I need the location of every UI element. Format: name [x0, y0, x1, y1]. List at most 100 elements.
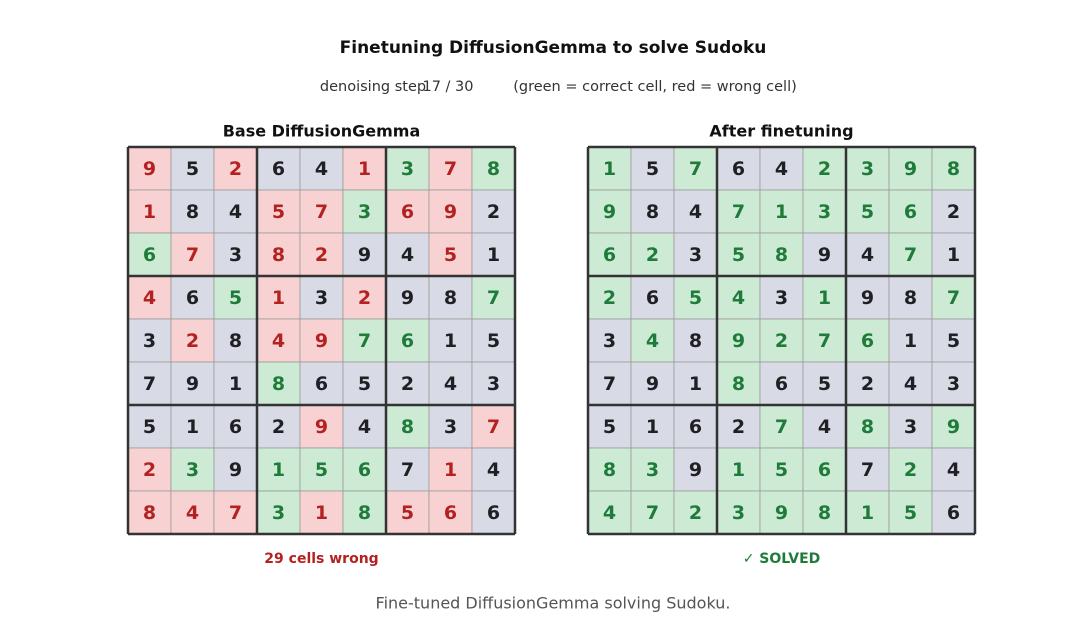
- cell: [385, 404, 430, 449]
- cell: [170, 490, 215, 535]
- cell: [888, 275, 933, 320]
- cell-digit: 9: [732, 330, 745, 352]
- cell-digit: 8: [401, 416, 414, 438]
- cell-digit: 8: [904, 287, 917, 309]
- cell-digit: 9: [358, 244, 371, 266]
- cell-digit: 2: [603, 287, 616, 309]
- cell-digit: 8: [646, 201, 659, 223]
- cell-digit: 8: [272, 373, 285, 395]
- cell: [127, 189, 172, 234]
- cell-digit: 2: [947, 201, 960, 223]
- cell-digit: 5: [603, 416, 616, 438]
- cell: [299, 490, 344, 535]
- cell-digit: 5: [818, 373, 831, 395]
- cell-digit: 2: [143, 459, 156, 481]
- cell: [385, 318, 430, 363]
- cell-digit: 2: [315, 244, 328, 266]
- cell-digit: 2: [401, 373, 414, 395]
- cell-digit: 6: [272, 158, 285, 180]
- cell: [673, 447, 718, 492]
- cell-digit: 3: [818, 201, 831, 223]
- cell-digit: 3: [272, 502, 285, 524]
- cell-digit: 1: [732, 459, 745, 481]
- cell: [716, 189, 761, 234]
- cell: [931, 318, 976, 363]
- cell-digit: 5: [186, 158, 199, 180]
- cell: [471, 275, 516, 320]
- cell: [630, 447, 675, 492]
- cell-digit: 7: [861, 459, 874, 481]
- cell-digit: 1: [358, 158, 371, 180]
- cell-digit: 1: [904, 330, 917, 352]
- cell-digit: 2: [358, 287, 371, 309]
- cell-digit: 7: [646, 502, 659, 524]
- cell: [428, 189, 473, 234]
- cell: [802, 232, 847, 277]
- cell-digit: 7: [603, 373, 616, 395]
- cell-digit: 7: [358, 330, 371, 352]
- cell-digit: 4: [444, 373, 457, 395]
- cell-digit: 3: [401, 158, 414, 180]
- cell: [428, 146, 473, 191]
- cell-digit: 5: [947, 330, 960, 352]
- cell-digit: 2: [818, 158, 831, 180]
- cell: [471, 490, 516, 535]
- cell-digit: 3: [904, 416, 917, 438]
- cell-digit: 4: [603, 502, 616, 524]
- cell: [888, 146, 933, 191]
- cell-digit: 5: [401, 502, 414, 524]
- cell: [931, 361, 976, 406]
- cell-digit: 1: [444, 330, 457, 352]
- cell-digit: 1: [272, 459, 285, 481]
- cell-digit: 2: [186, 330, 199, 352]
- cell-digit: 5: [732, 244, 745, 266]
- cell: [213, 490, 258, 535]
- cell-digit: 3: [775, 287, 788, 309]
- cell-digit: 4: [186, 502, 199, 524]
- cell-digit: 8: [861, 416, 874, 438]
- cell: [127, 404, 172, 449]
- cell: [213, 318, 258, 363]
- cell: [802, 361, 847, 406]
- cell-digit: 9: [947, 416, 960, 438]
- cell-digit: 6: [947, 502, 960, 524]
- cell: [127, 232, 172, 277]
- cell-digit: 3: [732, 502, 745, 524]
- cell-digit: 5: [358, 373, 371, 395]
- cell: [673, 146, 718, 191]
- cell-digit: 7: [818, 330, 831, 352]
- cell-digit: 9: [603, 201, 616, 223]
- cell: [716, 318, 761, 363]
- cell: [888, 490, 933, 535]
- cell-digit: 5: [487, 330, 500, 352]
- cell-digit: 4: [904, 373, 917, 395]
- cell: [127, 361, 172, 406]
- cell-digit: 3: [861, 158, 874, 180]
- cell-digit: 1: [186, 416, 199, 438]
- cell-digit: 9: [904, 158, 917, 180]
- cell-digit: 7: [947, 287, 960, 309]
- cell: [931, 404, 976, 449]
- cell-digit: 7: [904, 244, 917, 266]
- cell-digit: 8: [775, 244, 788, 266]
- cell-digit: 6: [444, 502, 457, 524]
- cell-digit: 3: [689, 244, 702, 266]
- cell-digit: 1: [689, 373, 702, 395]
- cell-digit: 1: [229, 373, 242, 395]
- cell: [256, 490, 301, 535]
- cell-digit: 5: [229, 287, 242, 309]
- cell: [630, 189, 675, 234]
- cell-digit: 7: [487, 416, 500, 438]
- cell: [471, 318, 516, 363]
- cell-digit: 7: [444, 158, 457, 180]
- cell-digit: 8: [272, 244, 285, 266]
- cell-digit: 9: [143, 158, 156, 180]
- cell: [385, 447, 430, 492]
- cell-digit: 4: [487, 459, 500, 481]
- cell-digit: 9: [401, 287, 414, 309]
- cell-digit: 9: [444, 201, 457, 223]
- cell: [845, 232, 890, 277]
- cell-digit: 9: [646, 373, 659, 395]
- cell-digit: 3: [229, 244, 242, 266]
